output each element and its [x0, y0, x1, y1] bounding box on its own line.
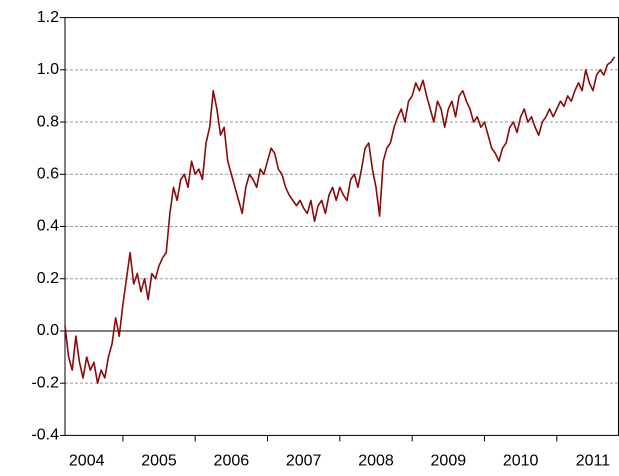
y-tick-label: -0.4	[31, 427, 59, 444]
y-tick-label: 1.0	[37, 61, 59, 78]
x-tick-label: 2006	[214, 453, 250, 470]
x-tick-label: 2005	[141, 453, 177, 470]
y-tick-label: 0.8	[37, 113, 59, 130]
x-tick-label: 2011	[576, 453, 611, 470]
y-tick-label: -0.2	[31, 374, 59, 391]
y-tick-label: 0.4	[37, 218, 59, 235]
y-tick-label: 0.0	[37, 322, 59, 339]
x-tick-label: 2009	[431, 453, 467, 470]
y-tick-label: 1.2	[37, 9, 59, 26]
data-line	[64, 56, 616, 384]
x-tick-label: 2004	[69, 453, 105, 470]
x-tick-label: 2010	[503, 453, 539, 470]
y-tick-label: 0.2	[37, 270, 59, 287]
x-tick-label: 2007	[286, 453, 322, 470]
y-tick-label: 0.6	[37, 165, 59, 182]
x-tick-label: 2008	[358, 453, 394, 470]
